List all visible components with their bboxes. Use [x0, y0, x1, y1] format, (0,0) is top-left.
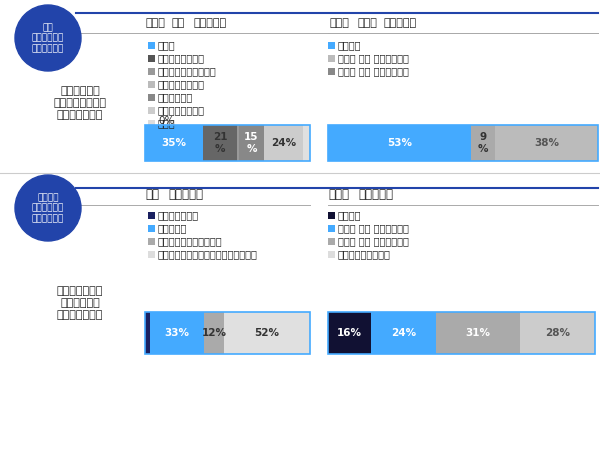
Text: 15
%: 15 % [244, 132, 259, 154]
Bar [148, 251, 155, 257]
Bar [148, 93, 155, 101]
Text: その他: その他 [158, 118, 176, 128]
Text: 消費者: 消費者 [328, 188, 349, 202]
Text: 38%: 38% [534, 138, 559, 148]
Text: 導入中: 導入中 [158, 40, 176, 50]
Text: の導入意向: の導入意向 [168, 188, 203, 202]
Bar [145, 125, 310, 161]
Text: 9
%: 9 % [478, 132, 488, 154]
Bar [328, 42, 335, 48]
Text: 24%: 24% [391, 328, 416, 338]
Text: 導入を取りやめた: 導入を取りやめた [158, 79, 205, 89]
Text: 0%: 0% [158, 116, 175, 126]
Text: 未活用 かつ 活用意向なし: 未活用 かつ 活用意向なし [338, 236, 409, 246]
Bar [224, 312, 310, 354]
Text: 導入したいが課題あり: 導入したいが課題あり [158, 66, 217, 76]
Bar [148, 225, 155, 231]
Text: 53%: 53% [387, 138, 412, 148]
Bar [145, 312, 150, 354]
Bar [148, 54, 155, 62]
Bar [148, 106, 155, 114]
Bar [328, 251, 335, 257]
Text: 現時点では判断できない・わからない: 現時点では判断できない・わからない [158, 249, 258, 259]
Text: 無人・ウォーク
スルー店舗・
スマートカート: 無人・ウォーク スルー店舗・ スマートカート [57, 286, 103, 320]
Bar [520, 312, 595, 354]
Bar [205, 312, 224, 354]
Bar [148, 212, 155, 218]
Text: 未活用 かつ 活用意向あり: 未活用 かつ 活用意向あり [338, 223, 409, 233]
Bar [239, 125, 264, 161]
Text: 活用済み: 活用済み [338, 210, 361, 220]
Bar [328, 312, 595, 354]
Text: わからない・その他: わからない・その他 [338, 249, 391, 259]
Bar [203, 125, 238, 161]
Bar [328, 312, 371, 354]
Text: 将来的に
取組みが進む
テクノロジー: 将来的に 取組みが進む テクノロジー [32, 193, 64, 223]
Bar [471, 125, 496, 161]
Text: 31%: 31% [466, 328, 490, 338]
Text: 現状
取組みが進む
テクノロジー: 現状 取組みが進む テクノロジー [32, 23, 64, 53]
Bar [371, 312, 436, 354]
Bar [328, 237, 335, 245]
Text: 28%: 28% [545, 328, 570, 338]
Text: 24%: 24% [271, 138, 296, 148]
Text: 導入意向なし: 導入意向なし [158, 92, 193, 102]
Bar [436, 312, 520, 354]
Text: 未活用 かつ 活用意向あり: 未活用 かつ 活用意向あり [338, 53, 409, 63]
Bar [328, 225, 335, 231]
Circle shape [15, 5, 81, 71]
Text: パイロット実施済: パイロット実施済 [158, 53, 205, 63]
Bar [145, 125, 203, 161]
Text: セルフレジ・
セミセルフレジ・
セルフスキャン: セルフレジ・ セミセルフレジ・ セルフスキャン [53, 87, 107, 120]
Bar [496, 125, 598, 161]
Bar [264, 125, 304, 161]
Text: 35%: 35% [161, 138, 187, 148]
Bar [328, 125, 471, 161]
Text: 21
%: 21 % [213, 132, 227, 154]
Text: の活用意向: の活用意向 [358, 188, 393, 202]
Text: 企業: 企業 [172, 18, 185, 28]
Bar [328, 54, 335, 62]
Bar [148, 81, 155, 87]
Text: 導入したい: 導入したい [158, 223, 187, 233]
Text: 企業: 企業 [145, 188, 159, 202]
Text: 33%: 33% [164, 328, 190, 338]
Circle shape [15, 175, 81, 241]
Text: の導入状況: の導入状況 [193, 18, 226, 28]
Bar [328, 67, 335, 74]
Text: 導入しようとは思わない: 導入しようとは思わない [158, 236, 223, 246]
Text: 未活用 かつ 活用意向なし: 未活用 かつ 活用意向なし [338, 66, 409, 76]
Text: これから検討予定: これから検討予定 [158, 105, 205, 115]
Text: 現状の: 現状の [145, 18, 165, 28]
Text: 12%: 12% [202, 328, 227, 338]
Bar [328, 125, 598, 161]
Bar [148, 67, 155, 74]
Text: 活用済み: 活用済み [338, 40, 361, 50]
Text: すでに導入済み: すでに導入済み [158, 210, 199, 220]
Bar [148, 42, 155, 48]
Text: 52%: 52% [254, 328, 280, 338]
Text: 消費者: 消費者 [357, 18, 377, 28]
Text: 現状の: 現状の [330, 18, 350, 28]
Bar [238, 125, 239, 161]
Bar [148, 120, 155, 126]
Bar [328, 212, 335, 218]
Bar [150, 312, 205, 354]
Text: 16%: 16% [337, 328, 362, 338]
Bar [145, 312, 310, 354]
Text: の活用状況: の活用状況 [384, 18, 417, 28]
Bar [304, 125, 310, 161]
Bar [148, 237, 155, 245]
